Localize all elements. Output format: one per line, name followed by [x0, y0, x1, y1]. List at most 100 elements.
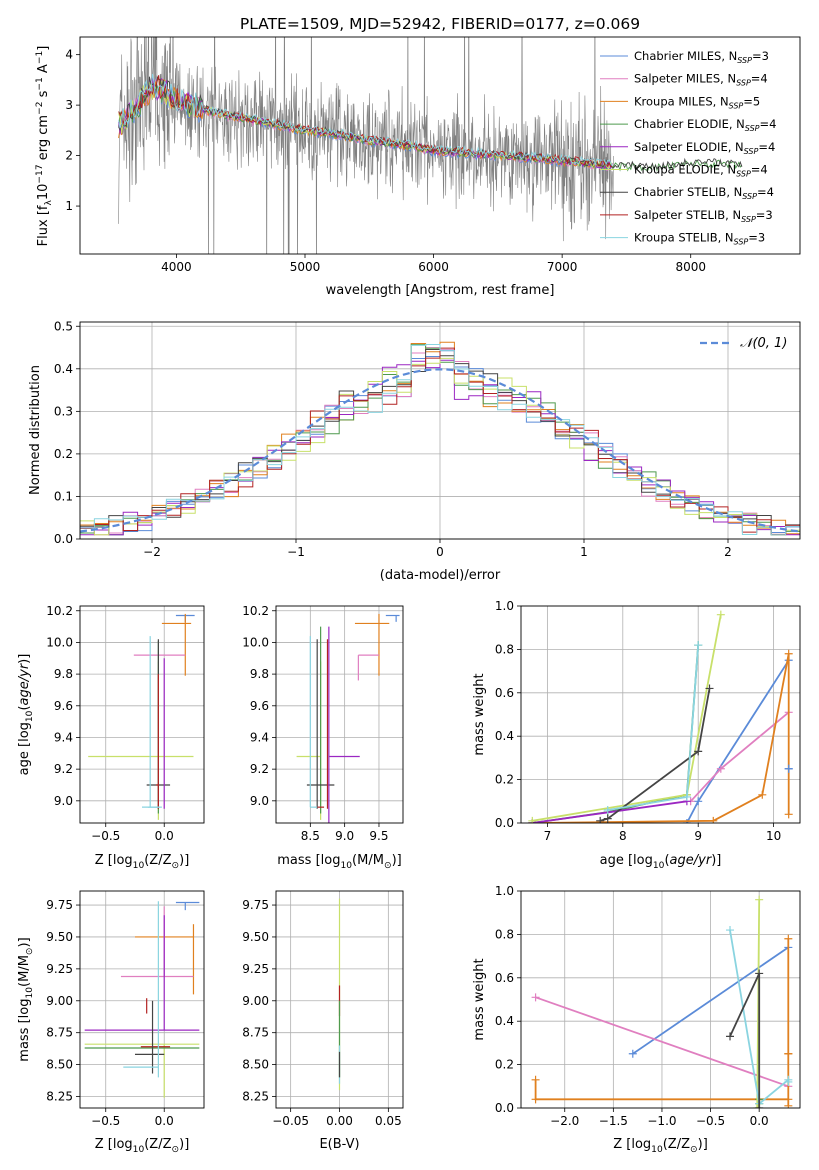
- mass-weight-vs-Z-marker-2-4: [784, 1101, 793, 1108]
- mass-vs-ebv-xtick-label-0: −0.05: [272, 1114, 309, 1128]
- mass-vs-ebv-ytick-label-5: 9.50: [242, 930, 269, 944]
- residuals-plot-area: [80, 341, 800, 539]
- spectrum-model-line-6: [118, 75, 743, 171]
- spectrum-ytick-label-3: 4: [65, 48, 73, 62]
- mass-vs-ebv-xlabel: E(B-V): [319, 1137, 359, 1152]
- mass-vs-Z-plot-area: [84, 901, 200, 1098]
- spectrum-ylabel: Flux [fλ10−17 erg cm−2 s−1 A−1]: [35, 46, 54, 247]
- mass-weight-vs-age-marker-7-0: [603, 805, 612, 814]
- mass-weight-vs-Z-marker-2-1: [531, 1095, 540, 1104]
- mass-weight-vs-Z-ytick-label-2: 0.4: [495, 1014, 514, 1028]
- legend-label-3: Chabrier ELODIE, NSSP=4: [634, 117, 776, 133]
- residuals-xtick-label-0: −2: [143, 545, 161, 559]
- residuals-xtick-label-3: 1: [580, 545, 588, 559]
- mass-vs-ebv-ytick-label-6: 9.75: [242, 898, 269, 912]
- mass-vs-ebv-ytick-label-4: 9.25: [242, 962, 269, 976]
- mass-weight-vs-Z-plot-area: [531, 895, 793, 1108]
- residuals-xtick-label-1: −1: [287, 545, 305, 559]
- mass-weight-vs-Z-xlabel: Z [log10(Z/Z⊙)]: [613, 1137, 708, 1155]
- mass-weight-vs-Z-frame: [520, 890, 801, 1109]
- normal-curve: [80, 368, 800, 533]
- mass-weight-vs-age-marker-5-2: [716, 610, 725, 619]
- legend-label-2: Kroupa MILES, NSSP=5: [634, 94, 760, 110]
- legend-label-7: Salpeter STELIB, NSSP=3: [634, 208, 773, 224]
- age-vs-mass-plot-area: [296, 613, 400, 823]
- mass-weight-vs-age-xtick-label-0: 7: [544, 829, 552, 843]
- mass-weight-vs-Z-ylabel: mass weight: [472, 958, 487, 1040]
- mass-weight-vs-age-plot-area: [528, 610, 793, 823]
- age-vs-Z-ytick-label-1: 9.2: [54, 762, 73, 776]
- age-vs-mass-ytick-label-3: 9.6: [250, 699, 269, 713]
- mass-weight-vs-age-ytick-label-4: 0.8: [495, 642, 514, 656]
- mass-weight-vs-Z-marker-2-3: [784, 934, 793, 943]
- mass-weight-vs-age-ytick-label-0: 0.0: [495, 816, 514, 830]
- age-vs-mass-xtick-label-1: 9.0: [335, 829, 354, 843]
- mass-vs-ebv-xtick-label-2: 0.05: [375, 1114, 402, 1128]
- age-vs-mass-xtick-label-0: 8.5: [301, 829, 320, 843]
- residuals-ytick-label-3: 0.3: [54, 404, 73, 418]
- mass-weight-vs-age-ytick-label-2: 0.4: [495, 729, 514, 743]
- mass-vs-ebv-xtick-label-1: 0.00: [326, 1114, 353, 1128]
- mass-weight-vs-Z-xtick-label-3: −0.5: [696, 1114, 725, 1128]
- mass-vs-Z-xtick-label-0: −0.5: [91, 1114, 120, 1128]
- mass-vs-Z-xtick-label-1: 0.0: [155, 1114, 174, 1128]
- mass-weight-vs-Z-marker-5-1: [753, 1104, 762, 1108]
- mass-weight-vs-age-frame: [520, 605, 801, 824]
- residual-hist-5: [80, 357, 800, 539]
- mass-weight-vs-Z-xtick-label-4: 0.0: [750, 1114, 769, 1128]
- spectrum-xtick-label-0: 4000: [161, 260, 192, 274]
- mass-vs-Z-ytick-label-4: 9.25: [46, 962, 73, 976]
- mass-weight-vs-Z-xtick-label-0: −2.0: [550, 1114, 579, 1128]
- age-vs-Z-frame: [79, 605, 205, 824]
- spectrum-ytick-label-0: 1: [65, 199, 73, 213]
- mass-weight-vs-age-marker-6-0: [596, 816, 605, 823]
- mass-weight-vs-age-marker-5-0: [528, 816, 537, 823]
- age-vs-Z-xlabel: Z [log10(Z/Z⊙)]: [95, 853, 190, 871]
- residuals-ytick-label-4: 0.4: [54, 362, 73, 376]
- residuals-ytick-label-0: 0.0: [54, 532, 73, 546]
- residuals-ytick-label-2: 0.2: [54, 447, 73, 461]
- mass-vs-Z-ytick-label-3: 9.00: [46, 994, 73, 1008]
- legend-label-1: Salpeter MILES, NSSP=4: [634, 72, 768, 88]
- mass-weight-vs-age-series-6: [599, 688, 711, 822]
- mass-weight-vs-Z-marker-7-2: [755, 1104, 764, 1108]
- legend-label-5: Kroupa ELODIE, NSSP=4: [634, 163, 768, 179]
- mass-weight-vs-age-marker-0-1: [694, 797, 703, 806]
- spectrum-xtick-label-3: 7000: [547, 260, 578, 274]
- age-vs-Z-xtick-label-1: 0.0: [155, 829, 174, 843]
- age-vs-Z-ytick-label-6: 10.2: [46, 604, 73, 618]
- age-vs-mass-frame: [275, 605, 404, 824]
- mass-weight-vs-Z-ytick-label-0: 0.0: [495, 1101, 514, 1115]
- mass-vs-ebv-frame: [275, 890, 404, 1109]
- mass-weight-vs-Z-ytick-label-5: 1.0: [495, 884, 514, 898]
- mass-weight-vs-Z-ytick-label-1: 0.2: [495, 1058, 514, 1072]
- legend-label-0: Chabrier MILES, NSSP=3: [634, 49, 769, 65]
- mass-weight-vs-Z-marker-6-3: [784, 1077, 793, 1086]
- residuals-xtick-label-2: 0: [436, 545, 444, 559]
- spectrum-data-line: [118, 37, 614, 254]
- mass-weight-vs-age-marker-7-2: [694, 641, 703, 650]
- age-vs-mass-ytick-label-1: 9.2: [250, 762, 269, 776]
- mass-weight-vs-age-marker-8-1: [784, 764, 793, 773]
- mass-weight-vs-Z-xtick-label-2: −1.0: [647, 1114, 676, 1128]
- spectrum-frame: [79, 36, 801, 255]
- legend-label-4: Salpeter ELODIE, NSSP=4: [634, 140, 775, 156]
- age-vs-Z-ytick-label-4: 9.8: [54, 667, 73, 681]
- mass-weight-vs-age-xtick-label-3: 10: [766, 829, 781, 843]
- mass-weight-vs-age-ytick-label-1: 0.2: [495, 773, 514, 787]
- mass-weight-vs-age-ytick-label-3: 0.6: [495, 686, 514, 700]
- legend-label-6: Chabrier STELIB, NSSP=4: [634, 185, 774, 201]
- mass-weight-vs-age-marker-2-3: [784, 649, 793, 658]
- age-vs-Z-plot-area: [88, 613, 195, 820]
- figure-title: PLATE=1509, MJD=52942, FIBERID=0177, z=0…: [240, 15, 640, 33]
- spectrum-ytick-label-2: 3: [65, 98, 73, 112]
- residuals-xtick-label-4: 2: [724, 545, 732, 559]
- spectrum-xlabel: wavelength [Angstrom, rest frame]: [326, 283, 555, 298]
- mass-weight-vs-age-ylabel: mass weight: [472, 673, 487, 755]
- spectrum-plot-area: [118, 37, 743, 254]
- mass-vs-Z-frame: [79, 890, 205, 1109]
- age-vs-Z-ytick-label-2: 9.4: [54, 730, 73, 744]
- mass-weight-vs-age-series-2: [532, 653, 790, 823]
- mass-weight-vs-Z-ytick-label-3: 0.6: [495, 971, 514, 985]
